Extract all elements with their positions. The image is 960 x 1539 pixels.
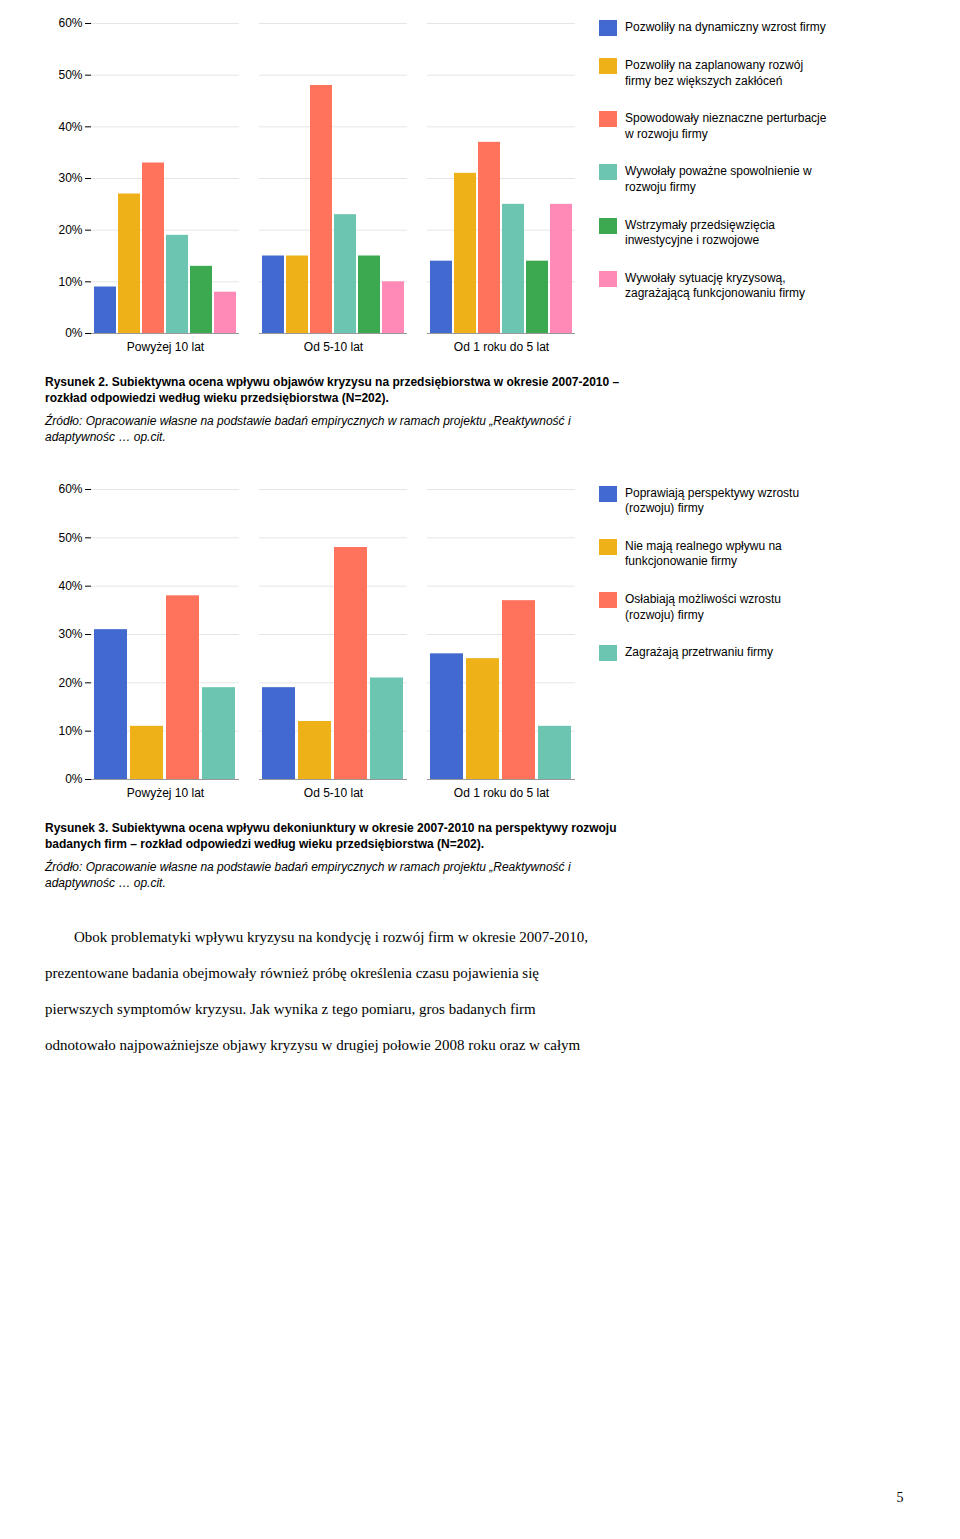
svg-text:20%: 20% — [58, 675, 82, 689]
html-text:5: 5 — [896, 1490, 904, 1505]
html-text:Obok problematyki wpływu kryzy: Obok problematyki wpływu kryzysu na kond… — [74, 929, 589, 946]
html-text:Zagrażają przetrwaniu firmy: Zagrażają przetrwaniu firmy — [625, 645, 774, 660]
html-text:Spowodowały nieznaczne perturb: Spowodowały nieznaczne perturbacje w roz… — [625, 111, 827, 141]
svg-text:0%: 0% — [65, 772, 83, 786]
html-text:pierwszych symptomów kryzysu.: pierwszych symptomów kryzysu. Jak wynika… — [45, 1001, 536, 1018]
html-text:Rysunek 2. Subiektywna ocena w: Rysunek 2. Subiektywna ocena wpływu obja… — [45, 375, 620, 406]
svg-text:Od 1 roku do 5 lat: Od 1 roku do 5 lat — [454, 786, 550, 800]
svg-text:20%: 20% — [58, 223, 82, 237]
html-text:odnotowało najpoważniejsze obj: odnotowało najpoważniejsze objawy kryzys… — [45, 1037, 581, 1054]
svg-text:0%: 0% — [65, 326, 83, 340]
html-text:Osłabiają możliwości wzrostu (: Osłabiają możliwości wzrostu (rozwoju) f… — [625, 591, 781, 622]
svg-text:60%: 60% — [58, 16, 82, 30]
svg-text:40%: 40% — [58, 579, 82, 593]
svg-text:10%: 10% — [58, 275, 82, 289]
html-text:Nie mają realnego wpływu na fu: Nie mają realnego wpływu na funkcjonowan… — [625, 538, 782, 569]
html-text:Poprawiają perspektywy wzrostu: Poprawiają perspektywy wzrostu (rozwoju)… — [625, 485, 800, 516]
html-text:Źródło: Opracowanie własne na: Źródło: Opracowanie własne na podstawie … — [45, 859, 571, 890]
svg-text:Powyżej 10 lat: Powyżej 10 lat — [127, 340, 205, 354]
html-text:Pozwoliły na zaplanowany rozwó: Pozwoliły na zaplanowany rozwój firmy be… — [625, 58, 804, 88]
svg-text:Od 5-10 lat: Od 5-10 lat — [304, 340, 364, 354]
html-text:Wywołały poważne spowolnienie: Wywołały poważne spowolnienie w rozwoju … — [625, 164, 812, 194]
svg-text:Od 1 roku do 5 lat: Od 1 roku do 5 lat — [454, 340, 550, 354]
svg-text:Powyżej 10 lat: Powyżej 10 lat — [127, 786, 205, 800]
html-text:Wstrzymały przedsięwzięcia inw: Wstrzymały przedsięwzięcia inwestycyjne … — [625, 217, 775, 248]
svg-text:10%: 10% — [58, 724, 82, 738]
svg-text:60%: 60% — [58, 482, 82, 496]
html-text:Pozwoliły na dynamiczny wzrost: Pozwoliły na dynamiczny wzrost firmy — [625, 20, 826, 34]
html-text:Wywołały sytuację kryzysową, z: Wywołały sytuację kryzysową, zagrażającą… — [625, 270, 806, 301]
svg-text:40%: 40% — [58, 120, 82, 134]
svg-text:30%: 30% — [58, 171, 82, 185]
svg-text:50%: 50% — [58, 68, 82, 82]
svg-text:Od 5-10 lat: Od 5-10 lat — [304, 786, 364, 800]
html-text:Rysunek 3. Subiektywna ocena w: Rysunek 3. Subiektywna ocena wpływu deko… — [45, 820, 617, 851]
svg-text:30%: 30% — [58, 627, 82, 641]
svg-text:50%: 50% — [58, 530, 82, 544]
html-text:Źródło: Opracowanie własne na: Źródło: Opracowanie własne na podstawie … — [45, 414, 571, 444]
html-text:prezentowane badania obejmował: prezentowane badania obejmowały również … — [45, 965, 539, 982]
